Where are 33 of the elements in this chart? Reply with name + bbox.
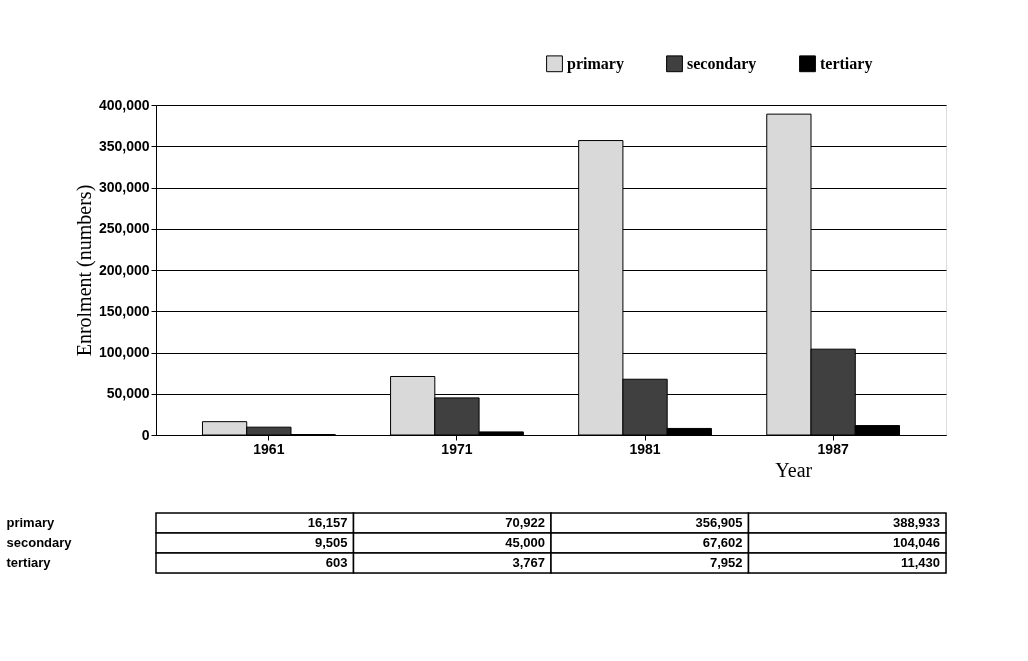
data-label: 3,767 <box>512 555 545 570</box>
data-label: 16,157 <box>307 515 348 530</box>
text: primary <box>6 515 55 530</box>
data-label: 45,000 <box>505 535 545 550</box>
data-label: 7,952 <box>709 555 743 570</box>
data-label: 356,905 <box>695 515 743 530</box>
y-tick-label: 0 <box>141 426 150 443</box>
x-tick-label: 1987 <box>817 440 849 457</box>
data-label: 11,430 <box>900 555 940 570</box>
data-label: 67,602 <box>702 535 743 550</box>
y-tick-label: 150,000 <box>98 302 150 319</box>
data-label: 70,922 <box>505 515 545 530</box>
legend-label: secondary <box>687 54 757 73</box>
data-label: 104,046 <box>893 535 940 550</box>
data-label: 9,505 <box>314 535 348 550</box>
y-tick-label: 50,000 <box>106 385 150 402</box>
y-axis-title: Enrolment (numbers) <box>72 184 96 357</box>
y-tick-label: 200,000 <box>98 261 150 278</box>
y-tick-label: 400,000 <box>98 96 150 113</box>
data-label: 388,933 <box>893 515 940 530</box>
y-tick-label: 250,000 <box>98 220 150 237</box>
text: secondary <box>6 535 72 550</box>
x-tick-label: 1981 <box>629 440 661 457</box>
legend-label: primary <box>567 54 624 73</box>
y-tick-label: 300,000 <box>98 179 150 195</box>
y-tick-label: 100,000 <box>98 344 150 360</box>
legend-label: tertiary <box>820 54 873 73</box>
x-tick-label: 1971 <box>441 440 473 457</box>
data-label: 603 <box>325 555 348 570</box>
x-tick-label: 1961 <box>253 440 285 457</box>
text: tertiary <box>6 555 51 570</box>
x-axis-title: Year <box>775 458 813 481</box>
y-tick-label: 350,000 <box>98 137 150 154</box>
